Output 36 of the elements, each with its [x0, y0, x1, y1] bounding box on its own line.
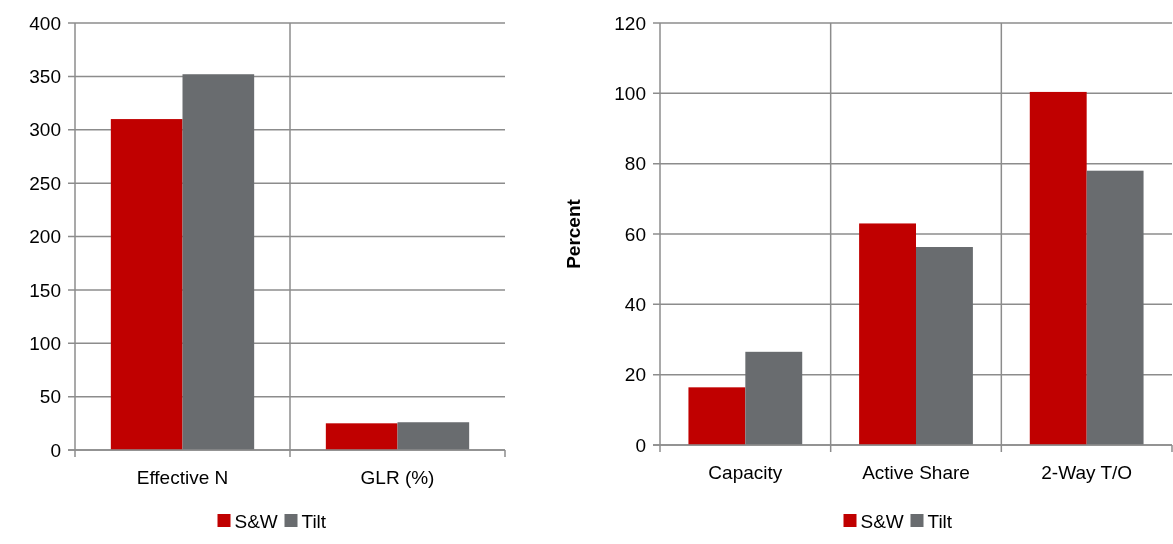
y-tick-label: 250 — [29, 172, 61, 194]
y-tick-label: 20 — [624, 364, 646, 386]
y-tick-label: 350 — [29, 66, 61, 88]
y-tick-label: 120 — [614, 12, 646, 34]
y-tick-label: 300 — [29, 119, 61, 141]
y-tick-label: 100 — [614, 82, 646, 104]
legend-label: S&W — [860, 511, 904, 532]
y-tick-label: 100 — [29, 332, 61, 354]
x-tick-label: GLR (%) — [360, 467, 435, 488]
bar — [1029, 91, 1087, 445]
bar — [325, 423, 398, 450]
y-tick-label: 150 — [29, 279, 61, 301]
legend-label: Tilt — [927, 511, 953, 532]
legend-label: Tilt — [301, 511, 327, 532]
x-tick-label: Active Share — [862, 462, 970, 483]
y-tick-label: 50 — [39, 386, 61, 408]
bar — [1086, 170, 1144, 445]
bar — [688, 387, 746, 445]
x-tick-label: Effective N — [136, 467, 229, 488]
x-tick-label: 2-Way T/O — [1041, 462, 1133, 483]
y-tick-label: 0 — [635, 434, 646, 456]
x-tick-label: Capacity — [708, 462, 783, 483]
bar — [859, 223, 916, 445]
y-tick-label: 60 — [624, 223, 646, 245]
bar — [916, 247, 973, 445]
bar — [397, 422, 470, 450]
y-tick-label: 400 — [29, 12, 61, 34]
bar — [182, 74, 255, 450]
y-tick-label: 40 — [624, 293, 646, 315]
y-tick-label: 200 — [29, 226, 61, 248]
legend-label: S&W — [234, 511, 278, 532]
y-tick-label: 0 — [50, 439, 61, 461]
bar — [110, 119, 183, 450]
y-axis-title: Percent — [563, 198, 584, 269]
bar — [745, 351, 803, 445]
y-tick-label: 80 — [624, 153, 646, 175]
